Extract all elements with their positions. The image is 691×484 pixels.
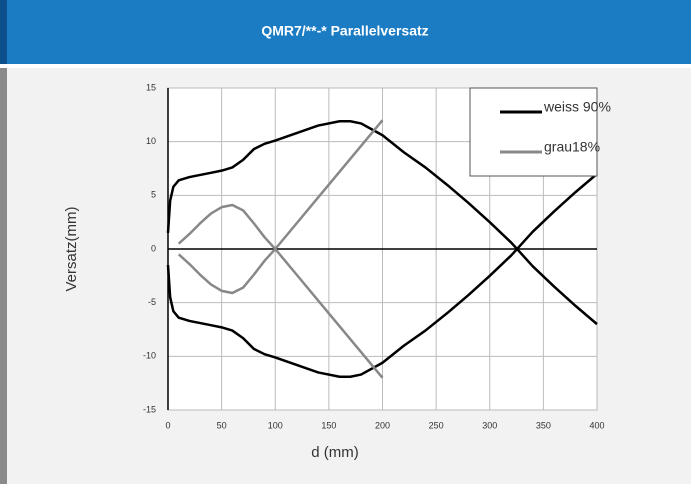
legend-label: grau18% xyxy=(544,139,600,155)
y-tick-label: 5 xyxy=(151,190,156,200)
x-tick-label: 100 xyxy=(268,420,283,430)
legend-box xyxy=(469,87,598,177)
series-line xyxy=(166,172,598,378)
y-tick-label: -5 xyxy=(148,297,156,307)
x-tick-label: 50 xyxy=(217,420,227,430)
y-tick-label: 0 xyxy=(151,243,156,253)
header-title: QMR7/**-* Parallelversatz xyxy=(261,23,428,39)
panel-accent xyxy=(0,68,7,484)
series-line xyxy=(166,120,598,326)
y-tick-label: -15 xyxy=(143,404,156,414)
header-accent xyxy=(0,0,7,64)
x-tick-label: 300 xyxy=(482,420,497,430)
legend-label: weiss 90% xyxy=(543,99,611,115)
x-axis-label: d (mm) xyxy=(311,444,359,461)
series-line xyxy=(177,119,384,251)
x-tick-label: 150 xyxy=(321,420,336,430)
x-tick-label: 250 xyxy=(429,420,444,430)
y-tick-label: -10 xyxy=(143,351,156,361)
y-tick-label: 15 xyxy=(146,82,156,92)
x-tick-label: 200 xyxy=(375,420,390,430)
x-tick-label: 400 xyxy=(589,420,604,430)
header-bar xyxy=(0,0,691,64)
x-tick-label: 0 xyxy=(165,420,170,430)
series-line xyxy=(177,247,384,379)
y-tick-label: 10 xyxy=(146,136,156,146)
x-tick-label: 350 xyxy=(536,420,551,430)
y-axis-label: Versatz(mm) xyxy=(63,206,80,291)
